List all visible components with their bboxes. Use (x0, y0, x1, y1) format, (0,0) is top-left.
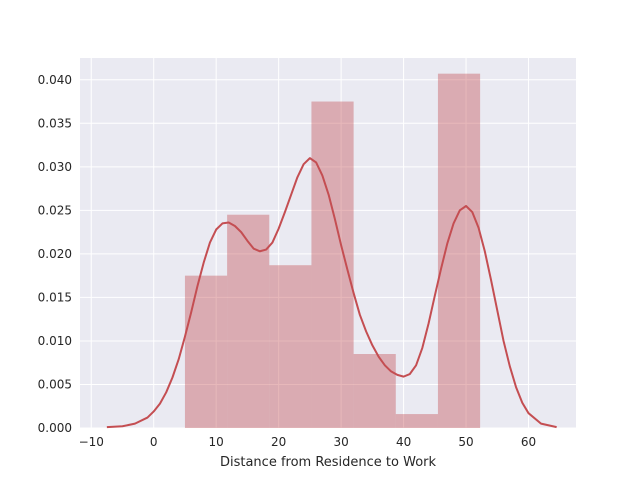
y-tick-label: 0.025 (38, 203, 72, 217)
kde-curve (106, 157, 557, 429)
histogram-bar (437, 73, 481, 428)
histogram-bars (184, 73, 481, 428)
y-tick-label: 0.015 (38, 290, 72, 304)
x-tick-label: 30 (333, 435, 348, 449)
plot-background (80, 58, 576, 428)
histogram-bar (353, 354, 396, 428)
x-axis-ticks: −10 0 10 20 30 40 50 60 (79, 435, 537, 449)
grid-lines (80, 58, 576, 429)
y-tick-label: 0.040 (38, 73, 72, 87)
x-tick-label: 10 (209, 435, 224, 449)
histogram-bar (184, 275, 228, 428)
x-tick-label: −10 (79, 435, 104, 449)
x-axis-label: Distance from Residence to Work (220, 455, 437, 470)
x-tick-label: 40 (396, 435, 411, 449)
x-tick-label: 60 (521, 435, 536, 449)
y-tick-label: 0.010 (38, 334, 72, 348)
x-tick-label: 20 (271, 435, 286, 449)
y-tick-label: 0.020 (38, 247, 72, 261)
histogram-bar (269, 265, 312, 428)
y-axis-ticks: 0.000 0.005 0.010 0.015 0.020 0.025 0.030 0.035… (38, 73, 72, 435)
histogram-bar (311, 101, 354, 428)
histogram-bar (227, 214, 270, 428)
y-tick-label: 0.035 (38, 116, 72, 130)
y-tick-label: 0.000 (38, 421, 72, 435)
x-tick-label: 0 (150, 435, 158, 449)
x-tick-label: 50 (458, 435, 473, 449)
histogram-bar (395, 414, 438, 428)
y-tick-label: 0.030 (38, 160, 72, 174)
y-tick-label: 0.005 (38, 377, 72, 391)
